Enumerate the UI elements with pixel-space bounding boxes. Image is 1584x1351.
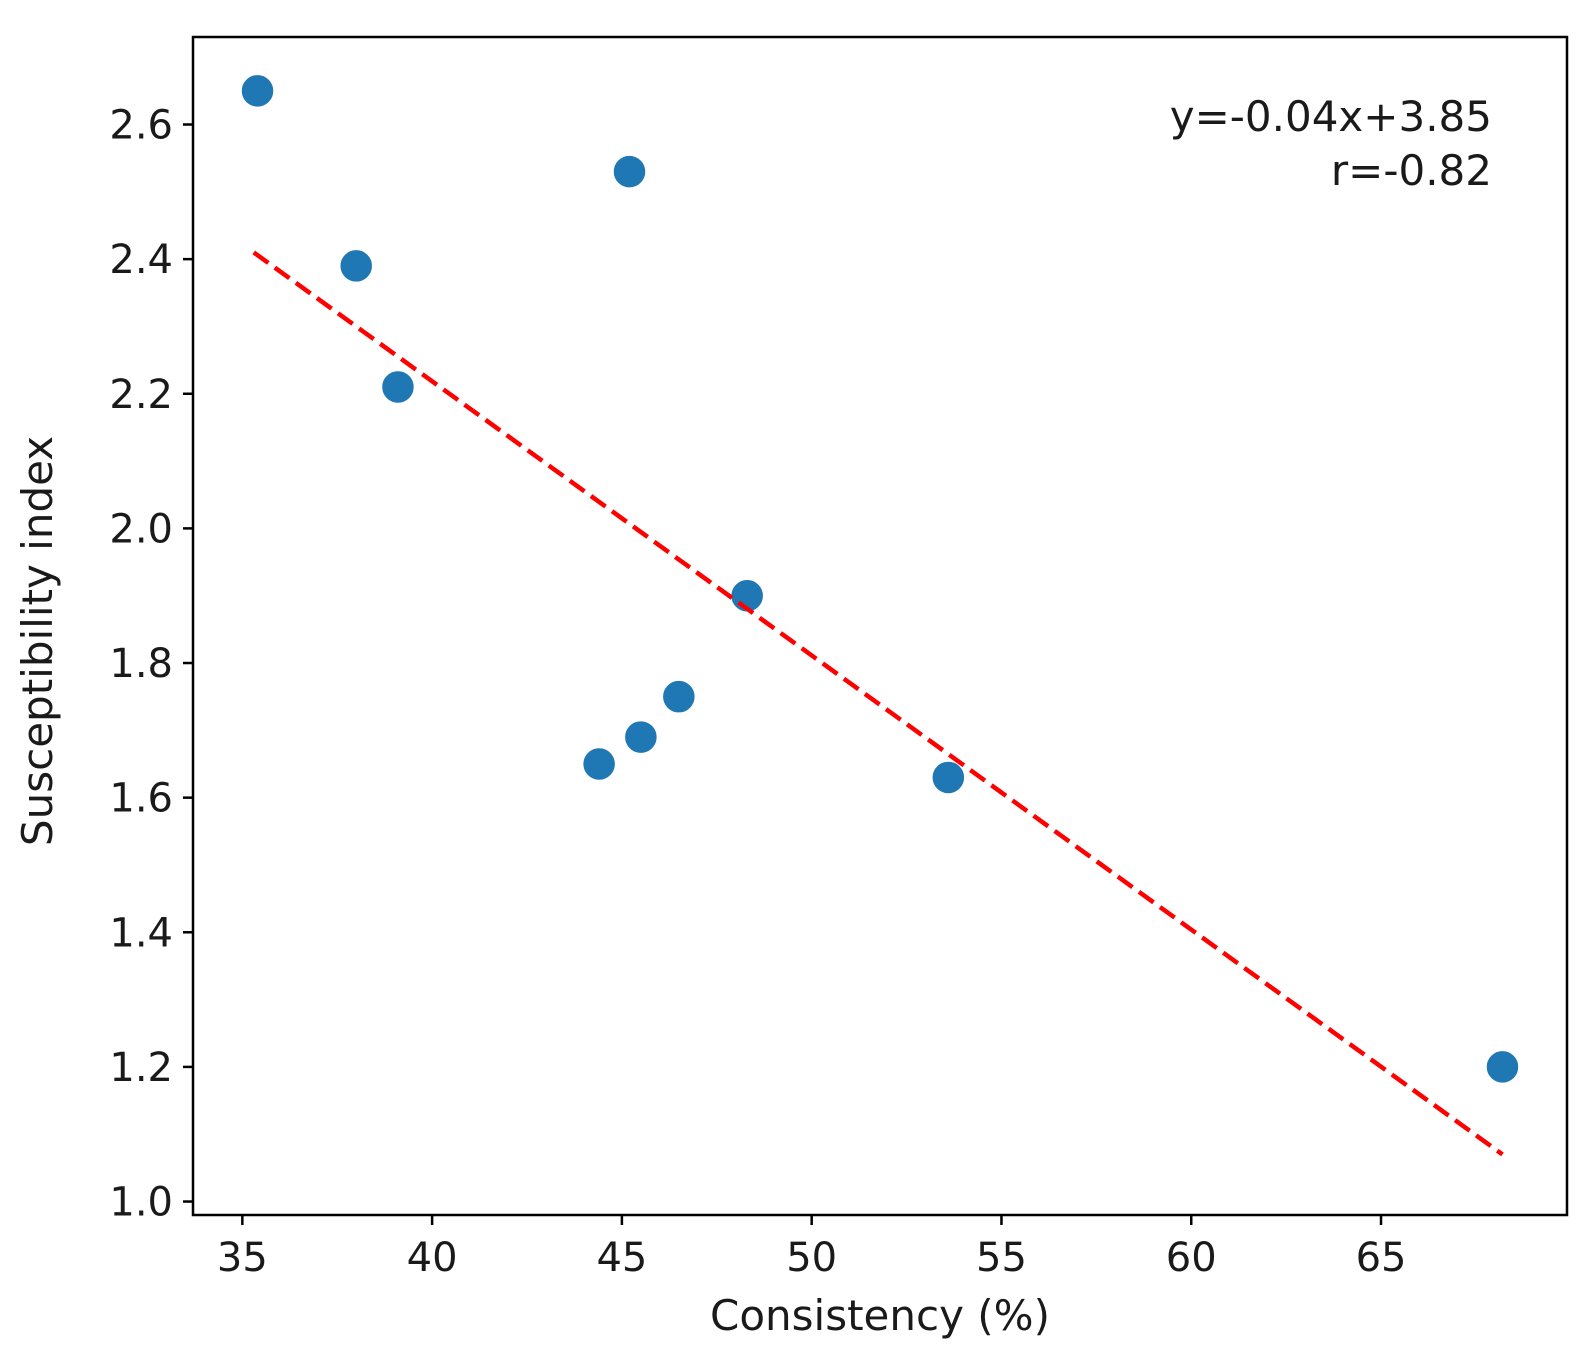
data-point xyxy=(1484,1048,1521,1086)
y-tick-label: 1.6 xyxy=(109,776,173,822)
regression-line xyxy=(252,250,1504,1157)
data-point xyxy=(379,368,417,406)
y-tick-label: 2.0 xyxy=(109,506,173,552)
y-tick-label: 2.6 xyxy=(109,103,173,149)
data-point xyxy=(611,153,648,190)
data-point xyxy=(337,247,375,285)
y-tick-label: 2.2 xyxy=(109,372,173,418)
y-tick-label: 1.8 xyxy=(109,641,173,687)
data-point xyxy=(930,759,967,796)
y-axis-label: Susceptibility index xyxy=(13,436,62,846)
x-tick-label: 50 xyxy=(786,1235,837,1281)
y-tick-label: 1.2 xyxy=(109,1045,173,1091)
x-tick-label: 35 xyxy=(217,1235,268,1281)
data-point xyxy=(580,745,618,783)
x-tick-label: 65 xyxy=(1356,1235,1407,1281)
x-tick-label: 40 xyxy=(407,1235,458,1281)
y-tick-label: 2.4 xyxy=(109,237,173,283)
data-point xyxy=(622,718,660,756)
x-axis-label: Consistency (%) xyxy=(710,1291,1050,1340)
x-tick-label: 55 xyxy=(976,1235,1027,1281)
y-tick-label: 1.4 xyxy=(109,910,173,956)
data-point xyxy=(239,72,276,110)
x-tick-label: 45 xyxy=(596,1235,647,1281)
equation-annotation: y=-0.04x+3.85 xyxy=(1170,92,1492,141)
y-tick-label: 1.0 xyxy=(109,1180,173,1226)
x-tick-label: 60 xyxy=(1166,1235,1217,1281)
plot-frame xyxy=(191,35,1569,1217)
data-point xyxy=(660,678,698,715)
correlation-annotation: r=-0.82 xyxy=(1331,146,1492,195)
